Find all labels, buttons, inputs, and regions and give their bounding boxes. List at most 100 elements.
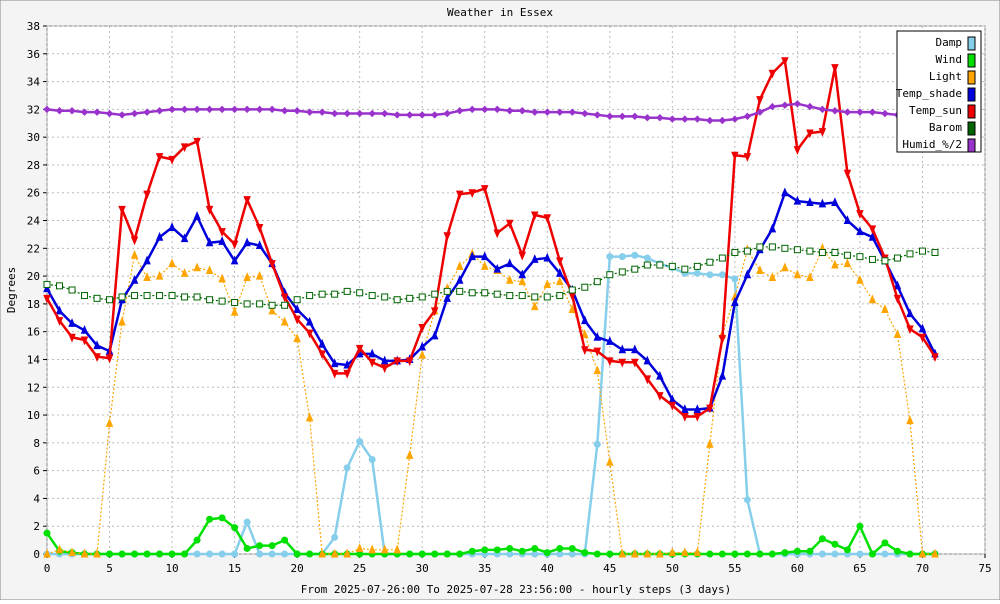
data-point — [306, 292, 314, 300]
data-point — [906, 415, 914, 425]
data-point — [56, 282, 64, 290]
data-point — [380, 109, 389, 118]
data-point — [268, 305, 276, 315]
data-point — [193, 211, 201, 220]
data-point — [493, 229, 501, 239]
data-point — [168, 155, 176, 165]
data-point — [581, 549, 589, 557]
data-point — [681, 115, 689, 123]
data-point — [881, 109, 889, 118]
data-point — [931, 548, 939, 558]
data-point — [543, 279, 552, 288]
data-point — [606, 271, 614, 279]
data-point — [831, 259, 839, 269]
data-point — [255, 223, 264, 233]
data-point — [255, 105, 264, 114]
data-point — [355, 344, 364, 354]
data-point — [781, 187, 789, 197]
data-point — [918, 247, 926, 255]
data-point — [843, 546, 851, 554]
data-point — [280, 316, 289, 326]
y-tick-label: 30 — [27, 131, 40, 144]
data-point — [343, 359, 351, 369]
data-point — [405, 357, 414, 367]
data-point — [831, 540, 839, 548]
data-point — [681, 404, 689, 413]
data-point — [406, 550, 414, 558]
data-point — [643, 375, 652, 385]
data-point — [43, 548, 51, 558]
data-point — [731, 297, 739, 307]
data-point — [506, 292, 514, 300]
data-point — [230, 105, 239, 114]
data-point — [268, 550, 276, 558]
data-point — [281, 550, 289, 558]
data-point — [455, 190, 464, 200]
data-point — [731, 151, 739, 161]
data-point — [593, 111, 602, 119]
data-point — [818, 535, 826, 543]
data-point — [518, 547, 526, 555]
data-point — [756, 108, 764, 116]
data-point — [143, 108, 151, 116]
data-point — [255, 270, 264, 280]
data-point — [568, 108, 576, 116]
data-point — [205, 265, 214, 275]
y-tick-label: 4 — [33, 492, 40, 505]
data-point — [556, 257, 564, 267]
x-tick-label: 75 — [978, 562, 991, 575]
data-point — [68, 107, 76, 115]
x-tick-label: 10 — [165, 562, 178, 575]
data-point — [843, 215, 852, 225]
data-point — [231, 550, 239, 558]
data-point — [218, 273, 226, 283]
data-point — [556, 108, 564, 116]
y-tick-label: 12 — [27, 381, 40, 394]
data-point — [568, 544, 576, 552]
data-point — [280, 293, 289, 303]
data-point — [481, 105, 489, 114]
data-point — [405, 111, 414, 119]
chart-title: Weather in Essex — [447, 6, 553, 19]
data-point — [355, 109, 364, 118]
data-point — [131, 292, 139, 300]
data-point — [781, 57, 789, 67]
x-tick-label: 35 — [478, 562, 491, 575]
data-point — [656, 370, 664, 380]
data-point — [68, 547, 76, 557]
data-point — [681, 412, 689, 422]
data-point — [768, 272, 777, 281]
data-point — [768, 243, 776, 251]
data-point — [843, 108, 852, 116]
data-point — [856, 550, 864, 558]
x-tick-label: 20 — [291, 562, 304, 575]
data-point — [531, 301, 539, 311]
data-point — [593, 278, 601, 286]
data-point — [668, 262, 676, 270]
y-tick-label: 32 — [27, 103, 40, 116]
data-point — [606, 336, 614, 345]
data-point — [818, 248, 826, 256]
data-point — [718, 116, 727, 125]
legend-swatch — [967, 53, 976, 68]
y-tick-label: 8 — [33, 437, 40, 450]
data-point — [480, 185, 489, 194]
data-point — [906, 550, 914, 558]
data-point — [581, 346, 589, 356]
data-point — [743, 247, 751, 255]
data-point — [430, 307, 439, 317]
data-point — [68, 318, 76, 327]
y-tick-label: 10 — [27, 409, 40, 422]
data-point — [130, 109, 139, 118]
data-point — [493, 290, 501, 298]
data-point — [918, 548, 927, 558]
data-point — [368, 456, 376, 464]
y-tick-label: 18 — [27, 298, 40, 311]
data-point — [218, 105, 226, 114]
data-point — [130, 249, 139, 259]
data-point — [631, 265, 639, 273]
data-point — [531, 293, 539, 301]
data-point — [243, 300, 251, 308]
data-point — [206, 515, 214, 523]
data-point — [768, 223, 777, 233]
